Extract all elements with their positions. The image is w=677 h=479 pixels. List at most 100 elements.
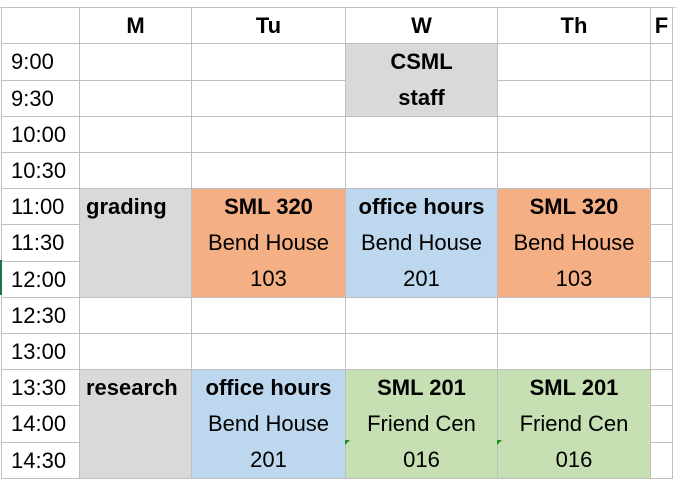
empty-cell[interactable]: [650, 297, 673, 334]
empty-cell[interactable]: [79, 152, 192, 189]
event-title: office hours: [205, 375, 332, 400]
time-cell[interactable]: 9:30: [1, 79, 80, 117]
table-row: 14:30: [1, 441, 673, 479]
empty-cell[interactable]: [191, 152, 346, 189]
empty-cell[interactable]: [497, 43, 651, 81]
empty-cell[interactable]: [79, 43, 192, 81]
comment-indicator-icon: [345, 440, 350, 445]
event-sml201-th[interactable]: SML 201 Friend Cen 016: [497, 369, 651, 479]
empty-cell[interactable]: [79, 79, 192, 117]
table-row: 11:00 grading SML 320 Bend House 103 off…: [1, 187, 673, 298]
empty-cell[interactable]: [191, 116, 346, 153]
empty-cell[interactable]: [650, 187, 673, 226]
table-row: 12:00: [1, 260, 673, 299]
event-location: Bend House: [207, 411, 330, 436]
time-cell[interactable]: 13:30: [1, 368, 80, 407]
empty-cell[interactable]: [497, 152, 651, 189]
empty-cell[interactable]: [650, 79, 673, 117]
schedule-grid: M Tu W Th F 9:00 CSML staff 9:30 10:00 1…: [1, 7, 673, 479]
time-cell[interactable]: 10:00: [1, 116, 80, 153]
event-csml-staff[interactable]: CSML staff: [345, 43, 498, 117]
table-row: 13:00: [1, 333, 673, 370]
empty-cell[interactable]: [79, 116, 192, 153]
event-title: research: [86, 375, 178, 400]
time-cell[interactable]: 12:00: [1, 260, 80, 299]
empty-cell[interactable]: [650, 260, 673, 299]
empty-cell[interactable]: [497, 116, 651, 153]
time-cell[interactable]: 14:30: [1, 441, 80, 479]
table-row: 13:30 research office hours Bend House 2…: [1, 368, 673, 479]
event-room: 016: [555, 447, 593, 472]
time-cell[interactable]: 9:00: [1, 43, 80, 81]
event-location: Bend House: [207, 230, 330, 255]
event-office-hours-tu[interactable]: office hours Bend House 201: [191, 369, 346, 479]
event-location: Bend House: [513, 230, 635, 255]
active-row-indicator: [0, 260, 2, 295]
event-location: Friend Cen: [367, 411, 476, 436]
empty-cell[interactable]: [191, 79, 346, 117]
empty-cell[interactable]: [497, 297, 651, 334]
event-room: 201: [250, 447, 287, 472]
empty-cell[interactable]: [650, 333, 673, 370]
table-row: 10:00: [1, 116, 673, 153]
event-title: CSML: [390, 49, 453, 74]
event-sml201-w[interactable]: SML 201 Friend Cen 016: [345, 369, 498, 479]
day-header-th[interactable]: Th: [497, 7, 651, 44]
empty-cell[interactable]: [650, 116, 673, 153]
empty-cell[interactable]: [79, 333, 192, 370]
table-row: 14:00: [1, 405, 673, 443]
event-title: SML 201: [529, 375, 619, 400]
day-header-f[interactable]: F: [650, 7, 673, 44]
event-sml320-th[interactable]: SML 320 Bend House 103: [497, 188, 651, 298]
empty-cell[interactable]: [345, 152, 498, 189]
header-row: M Tu W Th F: [1, 7, 673, 44]
event-research[interactable]: research: [79, 369, 192, 479]
empty-cell[interactable]: [345, 297, 498, 334]
event-office-hours-w[interactable]: office hours Bend House 201: [345, 188, 498, 298]
event-room: 103: [250, 266, 287, 291]
event-room: 201: [403, 266, 440, 291]
event-title: office hours: [358, 194, 485, 219]
table-row: 11:30: [1, 224, 673, 262]
event-title: SML 320: [224, 194, 313, 219]
time-cell[interactable]: 13:00: [1, 333, 80, 370]
empty-cell[interactable]: [79, 297, 192, 334]
empty-cell[interactable]: [650, 152, 673, 189]
event-room: 103: [555, 266, 593, 291]
day-header-m[interactable]: M: [79, 7, 192, 44]
empty-cell[interactable]: [191, 43, 346, 81]
event-location: Bend House: [360, 230, 483, 255]
table-row: 10:30: [1, 152, 673, 189]
event-grading[interactable]: grading: [79, 188, 192, 298]
day-header-tu[interactable]: Tu: [191, 7, 346, 44]
event-title: SML 201: [377, 375, 466, 400]
day-header-w[interactable]: W: [345, 7, 498, 44]
event-title: SML 320: [529, 194, 619, 219]
event-location: Friend Cen: [519, 411, 629, 436]
empty-cell[interactable]: [191, 333, 346, 370]
corner-cell[interactable]: [1, 7, 80, 44]
empty-cell[interactable]: [191, 297, 346, 334]
empty-cell[interactable]: [650, 441, 673, 479]
time-cell[interactable]: 12:30: [1, 297, 80, 334]
empty-cell[interactable]: [345, 116, 498, 153]
time-cell[interactable]: 11:30: [1, 224, 80, 262]
empty-cell[interactable]: [345, 333, 498, 370]
time-cell[interactable]: 11:00: [1, 187, 80, 226]
empty-cell[interactable]: [497, 79, 651, 117]
time-cell[interactable]: 10:30: [1, 152, 80, 189]
event-title: grading: [86, 194, 167, 219]
event-room: 016: [403, 447, 440, 472]
comment-indicator-icon: [497, 440, 502, 445]
event-subtitle: staff: [398, 85, 445, 110]
empty-cell[interactable]: [650, 368, 673, 407]
table-row: 12:30: [1, 297, 673, 334]
event-sml320-tu[interactable]: SML 320 Bend House 103: [191, 188, 346, 298]
empty-cell[interactable]: [497, 333, 651, 370]
empty-cell[interactable]: [650, 224, 673, 262]
time-cell[interactable]: 14:00: [1, 405, 80, 443]
empty-cell[interactable]: [650, 405, 673, 443]
table-row: 9:30: [1, 79, 673, 117]
table-row: 9:00 CSML staff: [1, 43, 673, 117]
empty-cell[interactable]: [650, 43, 673, 81]
